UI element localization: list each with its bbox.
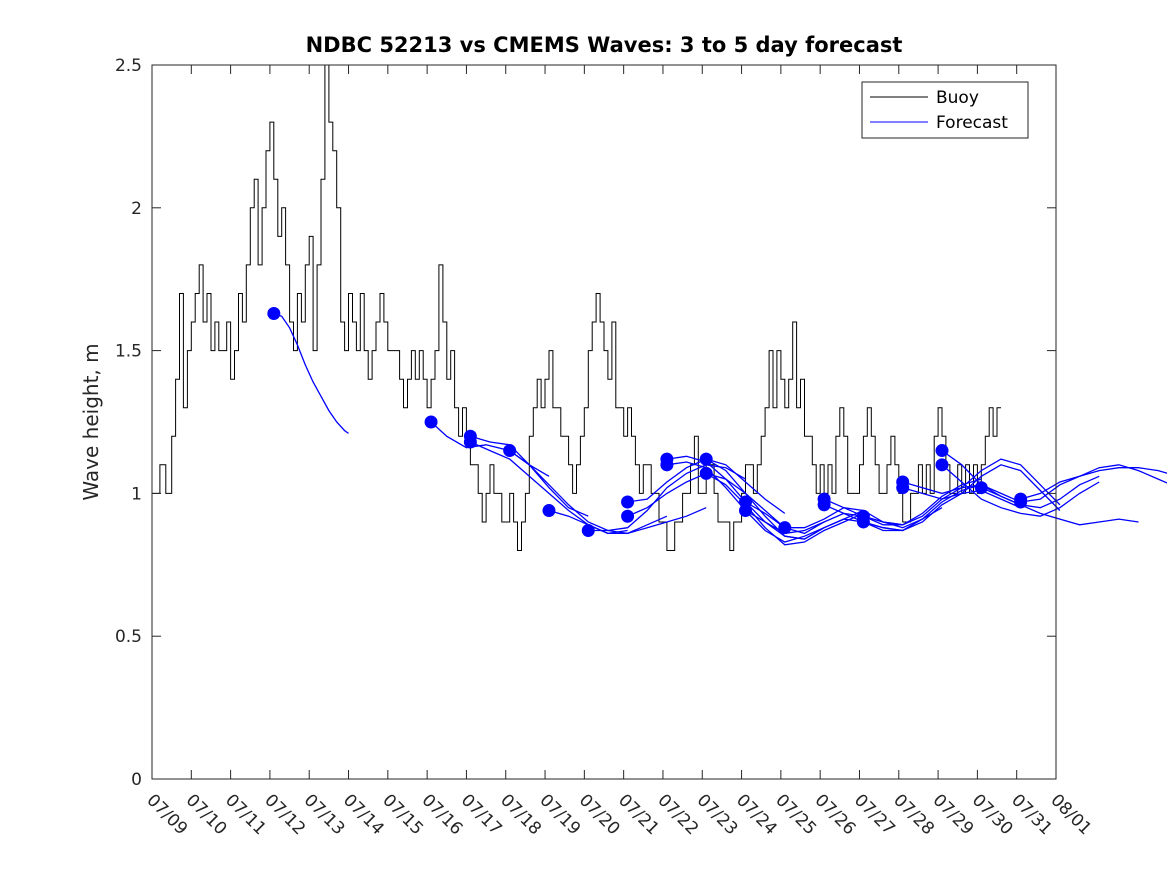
forecast-start-point	[1014, 492, 1028, 506]
forecast-line	[1020, 464, 1167, 500]
forecast-start-point	[778, 521, 792, 535]
y-tick-label: 1	[131, 484, 142, 504]
forecast-start-point	[503, 444, 517, 458]
legend-box	[861, 81, 1029, 139]
forecast-start-point	[660, 458, 674, 472]
forecast-start-point	[621, 495, 635, 509]
y-axis-label: Wave height, m	[79, 343, 103, 500]
forecast-line	[941, 464, 1100, 517]
forecast-line	[273, 312, 349, 434]
plot-area	[152, 65, 1056, 779]
forecast-start-point	[896, 481, 910, 495]
forecast-start-point	[817, 498, 831, 512]
forecast-start-point	[581, 524, 595, 538]
y-axis: 0 0.5 1 1.5 2 2.5	[115, 56, 1056, 790]
legend: Buoy Forecast	[861, 81, 1029, 139]
forecast-markers	[267, 306, 1028, 538]
forecast-line	[863, 489, 1021, 532]
plot-frame	[151, 64, 1057, 780]
forecast-start-point	[463, 435, 477, 449]
forecast-line	[902, 464, 1061, 511]
y-tick-label: 2.5	[115, 56, 142, 76]
y-tick-label: 0	[131, 770, 142, 790]
chart-title: NDBC 52213 vs CMEMS Waves: 3 to 5 day fo…	[306, 33, 903, 57]
forecast-start-point	[267, 306, 281, 320]
legend-label-forecast: Forecast	[936, 113, 1008, 133]
forecast-start-point	[542, 504, 556, 518]
legend-label-buoy: Buoy	[936, 88, 979, 108]
forecast-start-point	[935, 458, 949, 472]
forecast-start-point	[699, 452, 713, 466]
forecast-line	[1020, 467, 1167, 503]
forecast-start-point	[699, 466, 713, 480]
y-tick-label: 1.5	[115, 342, 142, 362]
y-tick-label: 0.5	[115, 627, 142, 647]
forecast-start-point	[621, 509, 635, 523]
forecast-start-point	[935, 444, 949, 458]
forecast-line	[548, 507, 707, 535]
forecast-line	[981, 487, 1139, 526]
forecast-start-point	[738, 504, 752, 518]
forecast-line	[902, 458, 1061, 506]
y-tick-label: 2	[131, 199, 142, 219]
forecast-line	[509, 450, 668, 535]
forecast-start-point	[856, 515, 870, 529]
forecast-start-point	[424, 415, 438, 429]
forecast-line	[705, 472, 864, 546]
forecast-start-point	[974, 481, 988, 495]
